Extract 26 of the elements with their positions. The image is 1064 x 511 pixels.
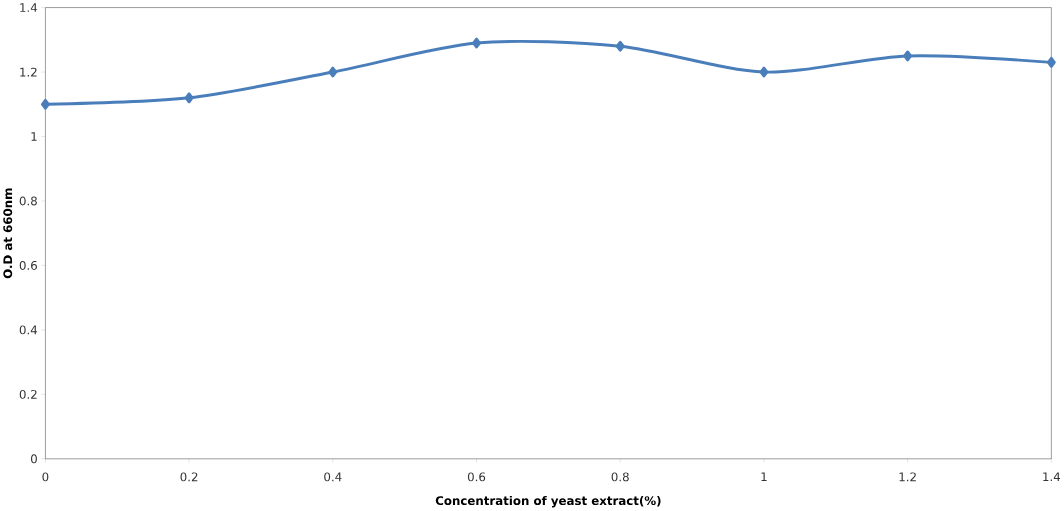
x-axis-title: Concentration of yeast extract(%) bbox=[435, 496, 661, 508]
point bbox=[903, 50, 913, 62]
x-tick-label: 0.6 bbox=[467, 472, 486, 482]
x-tick-label: 0.2 bbox=[180, 472, 198, 482]
point bbox=[328, 66, 338, 78]
x-tick-label: 0.4 bbox=[324, 472, 342, 482]
y-tick-label: 0.2 bbox=[19, 390, 37, 399]
x-tick-label: 0 bbox=[42, 472, 49, 482]
y-axis-title: O.D at 660nm bbox=[3, 188, 13, 279]
y-tick-label: 1.2 bbox=[20, 67, 37, 77]
x-tick-label: 1 bbox=[761, 472, 767, 482]
x-tick-label: 1.2 bbox=[899, 472, 916, 482]
point bbox=[40, 98, 50, 110]
y-tick-label: 0.8 bbox=[19, 196, 37, 206]
point bbox=[1046, 57, 1056, 68]
y-tick-label: 1 bbox=[31, 132, 37, 141]
x-tick-label: 1.4 bbox=[1043, 472, 1061, 482]
point bbox=[615, 40, 625, 52]
y-tick-label: 0 bbox=[30, 454, 37, 464]
y-tick-label: 1.4 bbox=[20, 3, 38, 13]
point bbox=[184, 92, 194, 104]
x-tick-label: 0.8 bbox=[611, 472, 629, 482]
y-tick-label: 0.4 bbox=[19, 325, 38, 335]
y-tick-label: 0.6 bbox=[19, 261, 37, 271]
point bbox=[759, 66, 769, 78]
point bbox=[472, 37, 481, 49]
